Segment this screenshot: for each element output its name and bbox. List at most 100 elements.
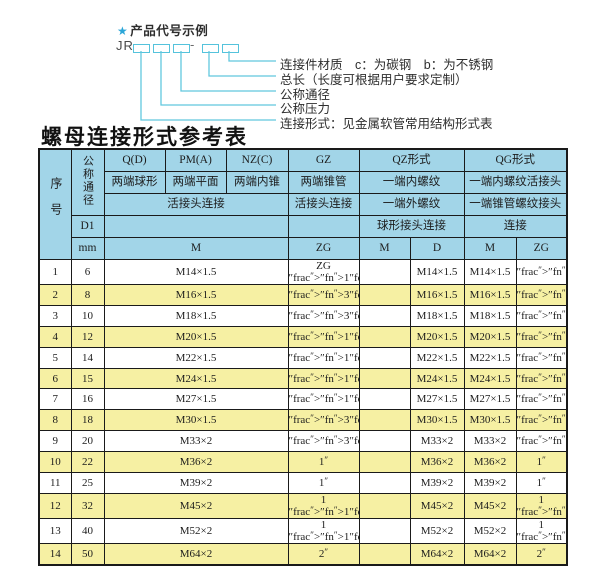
cell-m: M36×2	[103, 451, 289, 474]
header-gz-desc: 两端锥管	[287, 171, 360, 194]
cell-dn: 8	[70, 284, 105, 306]
label-total-length: 总长（长度可根据用户要求定制）	[280, 73, 468, 87]
connector-lines	[140, 51, 276, 121]
cell-qz-d: M45×2	[409, 492, 465, 519]
star-icon: ★	[117, 24, 129, 38]
product-code-diagram: ★ 产品代号示例 JR - 连接件材质 c：为碳钢 b：为不锈钢 总长（长度可根据…	[0, 0, 600, 148]
cell-qg-zg: ″frac″>″fn″>1″fd″>2″	[515, 388, 568, 411]
cell-seq: 8	[38, 409, 72, 432]
cell-seq: 6	[38, 367, 72, 390]
cell-dn: 22	[70, 451, 105, 474]
cell-dn: 6	[70, 259, 105, 285]
cell-qg-m: M22×1.5	[463, 346, 517, 369]
cell-qz-m	[358, 259, 411, 285]
code-dash: -	[190, 37, 195, 52]
cell-gz: 1 ″frac″>″fn″>1″fd″>2″	[287, 517, 360, 544]
cell-seq: 11	[38, 472, 72, 494]
cell-m: M52×2	[103, 517, 289, 544]
header-nz-desc: 两端内锥	[225, 171, 289, 194]
cell-qz-m	[358, 451, 411, 474]
header-empty-1	[103, 215, 289, 238]
cell-dn: 12	[70, 325, 105, 348]
header-qz-desc1: 一端内螺纹	[358, 171, 465, 194]
header-d2: D	[409, 237, 465, 260]
header-d1: D1	[70, 215, 105, 238]
diagram-heading: ★ 产品代号示例	[117, 20, 208, 39]
cell-m: M39×2	[103, 472, 289, 494]
label-material: 连接件材质 c：为碳钢 b：为不锈钢	[280, 58, 494, 72]
cell-m: M30×1.5	[103, 409, 289, 432]
cell-qz-m	[358, 367, 411, 390]
cell-qz-m	[358, 517, 411, 544]
cell-gz: 1 ″frac″>″fn″>1″fd″>4″	[287, 492, 360, 519]
label-nominal-pressure: 公称压力	[280, 102, 331, 116]
cell-m: M33×2	[103, 430, 289, 453]
cell-qz-d: M33×2	[409, 430, 465, 453]
header-empty-2	[287, 215, 360, 238]
header-gz: GZ	[287, 148, 360, 172]
cell-seq: 9	[38, 430, 72, 453]
cell-m: M20×1.5	[103, 325, 289, 348]
header-qg-desc2: 一端锥管螺纹接头	[463, 193, 568, 216]
cell-qz-m	[358, 430, 411, 453]
cell-qg-m: M52×2	[463, 517, 517, 544]
cell-qz-d: M27×1.5	[409, 388, 465, 411]
cell-qz-m	[358, 325, 411, 348]
cell-qg-m: M33×2	[463, 430, 517, 453]
table-header: 序号 公称通径 Q(D) PM(A) NZ(C) GZ QZ形式 QG形式 两端…	[38, 148, 568, 260]
cell-seq: 13	[38, 517, 72, 544]
cell-gz: ZG ″frac″>″fn″>1″fd″>4″	[287, 259, 360, 285]
cell-gz: ″frac″>″fn″>1″fd″>2″	[287, 325, 360, 348]
header-qg-desc1: 一端内螺纹活接头	[463, 171, 568, 194]
cell-m: M18×1.5	[103, 304, 289, 327]
cell-qz-m	[358, 284, 411, 306]
header-qg: QG形式	[463, 148, 568, 172]
header-qz-desc3: 球形接头连接	[358, 215, 465, 238]
cell-qg-zg: ″frac″>″fn″>1″fd″>2″	[515, 367, 568, 390]
cell-qg-zg: ″frac″>″fn″>1″fd″>2″	[515, 325, 568, 348]
code-prefix: JR	[116, 38, 134, 53]
cell-qg-m: M16×1.5	[463, 284, 517, 306]
cell-qg-zg: ″frac″>″fn″>3″fd″>8″	[515, 284, 568, 306]
cell-gz: 2″	[287, 542, 360, 566]
cell-seq: 5	[38, 346, 72, 369]
header-qz-desc2: 一端外螺纹	[358, 193, 465, 216]
cell-qg-m: M36×2	[463, 451, 517, 474]
cell-seq: 12	[38, 492, 72, 519]
cell-m: M64×2	[103, 542, 289, 566]
cell-gz: ″frac″>″fn″>3″fd″>8″	[287, 284, 360, 306]
cell-dn: 20	[70, 430, 105, 453]
cell-qg-m: M64×2	[463, 542, 517, 566]
cell-dn: 16	[70, 388, 105, 411]
cell-qz-d: M18×1.5	[409, 304, 465, 327]
header-zg1: ZG	[287, 237, 360, 260]
cell-seq: 3	[38, 304, 72, 327]
cell-dn: 15	[70, 367, 105, 390]
cell-dn: 18	[70, 409, 105, 432]
cell-qz-d: M16×1.5	[409, 284, 465, 306]
label-nominal-diameter: 公称通径	[280, 88, 331, 102]
cell-m: M14×1.5	[103, 259, 289, 285]
cell-m: M24×1.5	[103, 367, 289, 390]
cell-qg-zg: ″frac″>″fn″>3″fd″>4″	[515, 430, 568, 453]
cell-qg-m: M30×1.5	[463, 409, 517, 432]
header-q: Q(D)	[103, 148, 166, 172]
cell-dn: 32	[70, 492, 105, 519]
cell-qz-m	[358, 388, 411, 411]
cell-qg-m: M20×1.5	[463, 325, 517, 348]
cell-qg-m: M45×2	[463, 492, 517, 519]
diagram-heading-text: 产品代号示例	[130, 24, 209, 38]
cell-qg-zg: 1″	[515, 472, 568, 494]
table-row: 412M20×1.5″frac″>″fn″>1″fd″>2″M20×1.5M20…	[38, 325, 568, 348]
cell-qg-zg: ″frac″>″fn″>1″fd″>4″	[515, 259, 568, 285]
cell-gz: ″frac″>″fn″>1″fd″>2″	[287, 388, 360, 411]
cell-seq: 10	[38, 451, 72, 474]
cell-gz: 1″	[287, 451, 360, 474]
cell-qz-m	[358, 346, 411, 369]
cell-qz-d: M64×2	[409, 542, 465, 566]
code-box-5	[222, 44, 239, 53]
cell-qz-m	[358, 492, 411, 519]
